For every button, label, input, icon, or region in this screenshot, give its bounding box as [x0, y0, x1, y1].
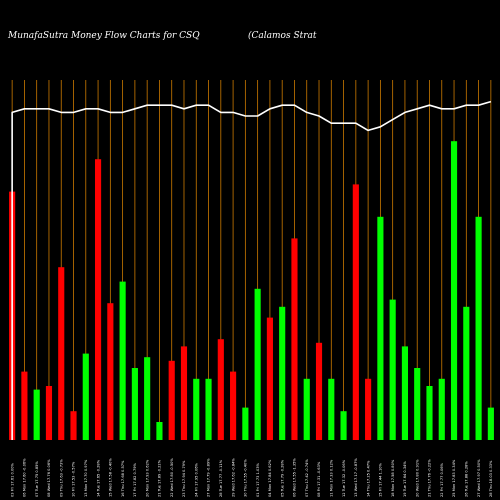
money-flow-line — [11, 100, 492, 440]
x-tick-label: 25 Mon 17.83 0.34% — [452, 459, 456, 497]
bar — [377, 216, 384, 440]
x-tick-label: 19 Tue 17.64 0.34% — [403, 461, 407, 497]
bar — [450, 141, 458, 440]
x-tick-label: 07 Tue 17.75 0.85% — [35, 461, 39, 497]
line-series — [11, 100, 492, 440]
bar — [401, 346, 409, 440]
bar — [107, 303, 114, 440]
bar — [45, 386, 53, 440]
bar — [33, 389, 40, 440]
x-tick-label: 23 Thu 17.94 0.79% — [182, 460, 186, 497]
bar — [279, 306, 286, 440]
x-tick-label: 04 Mon 17.84 0.62% — [268, 459, 272, 497]
x-tick-label: 13 Mon 17.70 0.97% — [84, 459, 88, 497]
bar — [389, 299, 396, 440]
chart-title: MunafaSutra Money Flow Charts for CSQ — [7, 31, 200, 41]
bar — [328, 378, 335, 440]
x-tick-label: 15 Wed 17.58 -0.40% — [109, 458, 113, 497]
bar — [94, 159, 102, 440]
bar — [365, 378, 372, 440]
x-tick-label: 08 Wed 17.76 0.06% — [47, 459, 51, 497]
bar — [426, 386, 433, 440]
x-tick-label: 10 Fri 17.53 -0.57% — [72, 461, 76, 497]
bar — [21, 371, 28, 440]
bar — [205, 378, 212, 440]
bar — [291, 238, 298, 440]
bar — [340, 411, 347, 440]
x-tick-label: 20 Wed 17.80 0.91% — [415, 459, 419, 497]
x-tick-label: 15 Fri 17.44 1.10% — [379, 462, 383, 497]
x-tick-label: 01 Fri 17.73 1.03% — [256, 462, 260, 497]
bar — [58, 267, 65, 440]
bar — [168, 360, 175, 440]
x-tick-label: 14 Tue 17.65 -0.28% — [96, 459, 100, 497]
x-tick-label: 22 Fri 17.77 0.06% — [440, 462, 444, 497]
x-tick-label: 18 Mon 17.58 0.80% — [391, 459, 395, 497]
bar — [242, 407, 249, 440]
x-tick-label: 06 Wed 17.55 -1.35% — [293, 458, 297, 497]
x-tick-label: 08 Fri 17.31 -0.63% — [317, 461, 321, 497]
x-tick-label: 03 Fri 17.61 0.00% — [10, 462, 14, 497]
bar — [438, 378, 445, 440]
bar — [487, 407, 494, 440]
x-tick-label: 12 Tue 17.32 -0.06% — [342, 459, 346, 497]
x-tick-label: 05 Tue 17.79 -0.28% — [280, 459, 284, 497]
bar — [131, 368, 138, 440]
x-tick-label: 13 Wed 17.17 -0.87% — [354, 458, 358, 497]
x-tick-label: 14 Thu 17.25 0.47% — [366, 460, 370, 497]
bar — [475, 216, 482, 440]
x-tick-label: 07 Thu 17.42 -0.74% — [305, 459, 309, 497]
x-tick-label: 17 Fri 17.82 0.79% — [133, 462, 137, 497]
x-tick-label: 21 Tue 17.89 -0.22% — [158, 459, 162, 497]
x-tick-label: 06 Mon 17.60 -0.06% — [23, 458, 27, 497]
x-tick-label: 29 Wed 17.62 -0.84% — [231, 458, 235, 497]
bar — [156, 422, 163, 440]
x-tick-label: 16 Thu 17.68 0.57% — [121, 460, 125, 497]
bar — [254, 288, 261, 440]
x-tick-label: 24 Fri 17.95 0.06% — [194, 462, 198, 497]
bar — [303, 378, 310, 440]
bar — [180, 346, 188, 440]
bar — [193, 378, 200, 440]
bar — [266, 317, 273, 440]
bar — [463, 306, 470, 440]
bar — [82, 353, 89, 440]
x-tick-label: 28 Thu 18.03 0.33% — [489, 460, 493, 497]
bar — [217, 339, 224, 440]
x-tick-label: 20 Mon 17.93 0.62% — [145, 459, 149, 497]
bar — [119, 281, 126, 440]
bar — [352, 184, 359, 440]
x-tick-label: 30 Thu 17.55 -0.40% — [244, 459, 248, 497]
x-tick-label: 28 Tue 17.77 -0.11% — [219, 459, 223, 497]
x-tick-label: 26 Tue 17.88 0.28% — [465, 461, 469, 497]
bar — [414, 368, 421, 440]
x-tick-label: 11 Mon 17.33 0.12% — [329, 459, 333, 497]
bar — [70, 411, 77, 440]
x-tick-label: 22 Wed 17.80 -0.50% — [170, 458, 174, 497]
x-tick-label: 21 Thu 17.76 -0.22% — [428, 459, 432, 497]
bar — [230, 371, 237, 440]
x-tick-label: 09 Thu 17.63 -0.73% — [59, 459, 63, 497]
bar — [144, 357, 151, 440]
chart-title-symbol: (Calamos Strat — [248, 30, 317, 41]
x-tick-label: 27 Mon 17.79 -0.89% — [207, 458, 211, 497]
x-tick-label: 27 Wed 17.97 0.50% — [477, 459, 481, 497]
x-axis-tick-labels: 03 Fri 17.61 0.00% 06 Mon 17.60 -0.06% 07 … — [10, 458, 493, 497]
bar — [315, 342, 323, 440]
